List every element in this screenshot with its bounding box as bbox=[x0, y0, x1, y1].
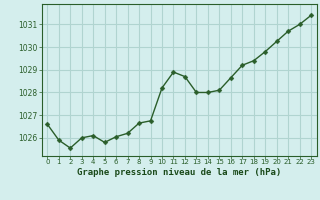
X-axis label: Graphe pression niveau de la mer (hPa): Graphe pression niveau de la mer (hPa) bbox=[77, 168, 281, 177]
